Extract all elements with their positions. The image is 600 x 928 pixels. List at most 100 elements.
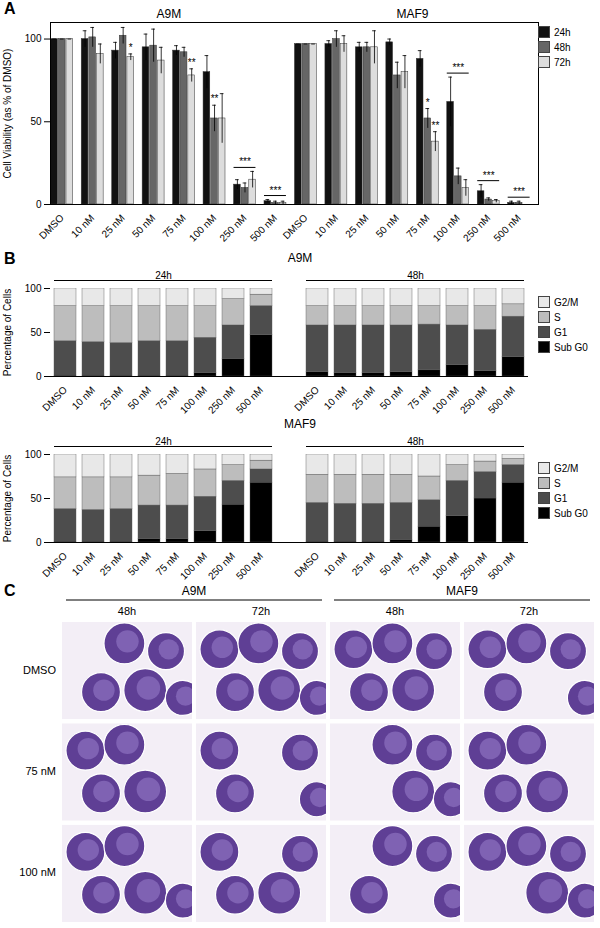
svg-text:250 nM: 250 nM [206,550,237,581]
svg-text:50 nM: 50 nM [374,212,401,239]
svg-text:75 nM: 75 nM [405,384,434,412]
svg-text:25 nM: 25 nM [350,384,377,411]
svg-text:500 nM: 500 nM [486,550,517,581]
html-text:72h: 72h [554,56,571,68]
html-text:A: A [4,0,16,17]
svg-text:500 nM: 500 nM [248,212,279,243]
svg-text:25 nM: 25 nM [99,212,126,239]
svg-text:10 nM: 10 nM [70,550,97,577]
html-text:C: C [4,582,16,599]
svg-text:DMSO: DMSO [292,384,321,413]
html-text:Sub G0: Sub G0 [554,341,588,353]
svg-text:75 nM: 75 nM [153,384,182,412]
svg-text:0: 0 [36,199,42,210]
svg-text:25 nM: 25 nM [98,384,125,411]
html-text:MAF9: MAF9 [284,417,316,431]
svg-text:DMSO: DMSO [292,550,321,579]
html-text:B: B [4,250,16,267]
svg-text:24h: 24h [155,436,172,447]
svg-text:100 nM: 100 nM [431,212,462,243]
svg-text:48h: 48h [386,605,404,617]
html-text:G1: G1 [554,492,568,504]
svg-text:500 nM: 500 nM [486,384,517,415]
svg-text:250 nM: 250 nM [461,212,492,243]
svg-text:A9M: A9M [182,584,207,598]
svg-text:**: ** [188,57,196,68]
svg-text:**: ** [431,120,439,131]
svg-text:72h: 72h [252,605,270,617]
svg-text:500 nM: 500 nM [234,550,265,581]
svg-text:50: 50 [30,116,42,127]
svg-text:25 nM: 25 nM [98,550,125,577]
svg-text:25 nM: 25 nM [350,550,377,577]
svg-text:500 nM: 500 nM [234,384,265,415]
svg-text:100: 100 [25,283,42,294]
svg-text:MAF9: MAF9 [446,584,478,598]
svg-text:10 nM: 10 nM [69,212,96,239]
svg-text:***: *** [452,62,464,73]
svg-text:***: *** [270,185,282,196]
svg-text:250 nM: 250 nM [206,384,237,415]
svg-text:Percentage of Cells: Percentage of Cells [2,289,13,376]
svg-text:DMSO: DMSO [37,212,66,241]
svg-text:100 nM: 100 nM [430,384,461,415]
svg-text:24h: 24h [155,270,172,281]
html-text:24h: 24h [554,26,571,38]
svg-text:50 nM: 50 nM [378,550,405,577]
html-text:A9M: A9M [287,251,313,265]
svg-text:50 nM: 50 nM [126,384,153,411]
svg-text:75 nM: 75 nM [153,550,182,578]
svg-text:48h: 48h [407,436,424,447]
svg-text:10 nM: 10 nM [313,212,340,239]
html-text:S: S [554,311,561,323]
svg-text:10 nM: 10 nM [322,384,349,411]
html-text:Sub G0: Sub G0 [554,507,588,519]
svg-text:*: * [129,42,133,53]
svg-text:250 nM: 250 nM [458,384,489,415]
svg-text:50 nM: 50 nM [126,550,153,577]
svg-text:50: 50 [30,493,42,504]
svg-text:DMSO: DMSO [23,664,56,676]
svg-text:75 nM: 75 nM [404,212,431,239]
svg-text:250 nM: 250 nM [217,212,248,243]
html-text:G1: G1 [554,326,568,338]
svg-text:10 nM: 10 nM [70,384,97,411]
svg-text:DMSO: DMSO [40,384,69,413]
svg-text:100 nM: 100 nM [178,550,209,581]
svg-text:72h: 72h [520,605,538,617]
svg-text:A9M: A9M [157,7,182,21]
svg-text:DMSO: DMSO [281,212,310,241]
svg-text:100: 100 [25,449,42,460]
svg-text:50 nM: 50 nM [378,384,405,411]
svg-text:100: 100 [25,33,42,44]
svg-text:100 nM: 100 nM [430,550,461,581]
svg-text:100 nM: 100 nM [19,866,56,878]
svg-text:100 nM: 100 nM [178,384,209,415]
svg-text:Percentage of Cells: Percentage of Cells [2,455,13,542]
html-text:48h: 48h [554,41,571,53]
svg-text:75 nM: 75 nM [25,765,56,777]
svg-text:***: *** [239,156,251,167]
svg-text:75 nM: 75 nM [160,212,187,239]
svg-text:0: 0 [36,537,42,548]
svg-text:48h: 48h [407,270,424,281]
svg-text:***: *** [483,170,495,181]
svg-text:25 nM: 25 nM [343,212,370,239]
svg-text:10 nM: 10 nM [322,550,349,577]
svg-text:**: ** [211,93,219,104]
svg-text:Cell Viability (as % of DMSO): Cell Viability (as % of DMSO) [2,49,13,179]
svg-text:75 nM: 75 nM [405,550,434,578]
svg-text:250 nM: 250 nM [458,550,489,581]
svg-text:500 nM: 500 nM [491,212,522,243]
svg-text:50 nM: 50 nM [130,212,157,239]
svg-text:0: 0 [36,371,42,382]
svg-text:DMSO: DMSO [40,550,69,579]
html-text:G2/M: G2/M [554,296,579,308]
svg-text:50: 50 [30,327,42,338]
svg-text:MAF9: MAF9 [397,7,429,21]
svg-text:48h: 48h [118,605,136,617]
html-text:G2/M: G2/M [554,462,579,474]
svg-text:*: * [426,97,430,108]
svg-text:***: *** [513,186,525,197]
svg-text:100 nM: 100 nM [187,212,218,243]
